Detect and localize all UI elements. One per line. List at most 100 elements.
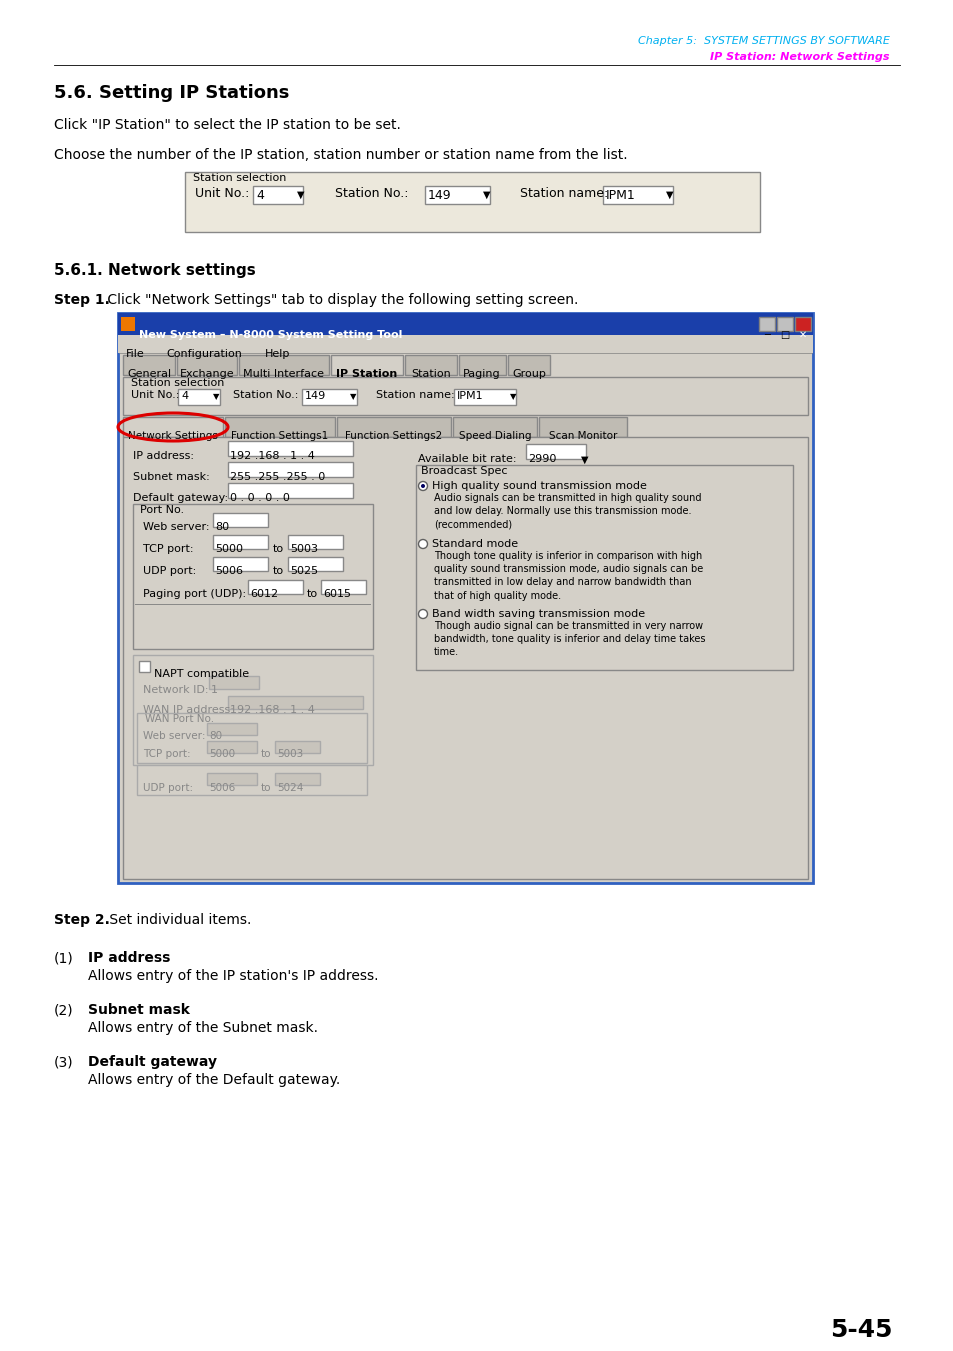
Text: 5.6.1. Network settings: 5.6.1. Network settings [54,263,255,278]
FancyBboxPatch shape [274,773,319,785]
Text: Though audio signal can be transmitted in very narrow
bandwidth, tone quality is: Though audio signal can be transmitted i… [434,621,705,658]
Text: Web server:: Web server: [143,521,210,532]
Text: (2): (2) [54,1002,73,1017]
FancyBboxPatch shape [458,355,505,376]
FancyBboxPatch shape [123,417,223,436]
FancyBboxPatch shape [213,513,268,527]
FancyBboxPatch shape [507,355,550,376]
FancyBboxPatch shape [132,655,373,765]
Text: Port No.: Port No. [140,505,184,515]
FancyBboxPatch shape [239,355,329,376]
Text: Configuration: Configuration [166,349,242,359]
FancyBboxPatch shape [336,417,451,436]
FancyBboxPatch shape [177,355,236,376]
Text: Chapter 5:  SYSTEM SETTINGS BY SOFTWARE: Chapter 5: SYSTEM SETTINGS BY SOFTWARE [638,36,889,46]
FancyBboxPatch shape [228,440,353,457]
FancyBboxPatch shape [405,355,456,376]
Text: Default gateway: Default gateway [88,1055,216,1069]
FancyBboxPatch shape [118,313,812,884]
FancyBboxPatch shape [123,377,807,415]
FancyBboxPatch shape [207,773,256,785]
Text: 149: 149 [305,390,326,401]
Text: 149: 149 [428,189,451,203]
FancyBboxPatch shape [123,355,174,376]
Text: (3): (3) [54,1055,73,1069]
Text: Network Settings: Network Settings [128,431,217,440]
Text: 80: 80 [214,521,229,532]
Text: 4: 4 [181,390,188,401]
Text: 5-45: 5-45 [830,1319,892,1342]
FancyBboxPatch shape [794,317,810,331]
FancyBboxPatch shape [139,661,150,671]
Text: Web server:: Web server: [143,731,205,740]
Text: High quality sound transmission mode: High quality sound transmission mode [432,481,646,490]
Text: IP address:: IP address: [132,451,193,461]
Text: 5006: 5006 [214,566,243,576]
Text: Step 1.: Step 1. [54,293,110,307]
Text: to: to [273,544,284,554]
Text: Station No.:: Station No.: [335,186,408,200]
Text: Scan Monitor: Scan Monitor [548,431,617,440]
Text: Paging: Paging [463,369,500,380]
Ellipse shape [420,484,424,488]
Text: Station selection: Station selection [193,173,286,182]
Text: TCP port:: TCP port: [143,544,193,554]
Text: 1: 1 [211,685,218,694]
Text: 0 . 0 . 0 . 0: 0 . 0 . 0 . 0 [230,493,290,503]
Text: 192 .168 . 1 . 4: 192 .168 . 1 . 4 [230,451,314,461]
Text: ▼: ▼ [482,190,490,200]
Text: Station name:: Station name: [519,186,608,200]
FancyBboxPatch shape [320,580,366,594]
Text: Allows entry of the Subnet mask.: Allows entry of the Subnet mask. [88,1021,317,1035]
Text: Station name:: Station name: [375,390,455,400]
FancyBboxPatch shape [416,465,792,670]
FancyBboxPatch shape [248,580,303,594]
Text: Function Settings1: Function Settings1 [232,431,328,440]
Text: IP address: IP address [88,951,171,965]
FancyBboxPatch shape [331,355,402,376]
Text: Function Settings2: Function Settings2 [345,431,442,440]
Text: 6015: 6015 [323,589,351,598]
Text: Click "Network Settings" tab to display the following setting screen.: Click "Network Settings" tab to display … [103,293,578,307]
Text: 5.6. Setting IP Stations: 5.6. Setting IP Stations [54,84,289,101]
Text: Speed Dialing: Speed Dialing [458,431,531,440]
Text: ▼: ▼ [350,392,356,401]
Text: 5006: 5006 [209,784,235,793]
Text: IPM1: IPM1 [605,189,635,203]
FancyBboxPatch shape [759,317,774,331]
Text: Step 2.: Step 2. [54,913,110,927]
Text: Station selection: Station selection [131,378,224,388]
Text: Choose the number of the IP station, station number or station name from the lis: Choose the number of the IP station, sta… [54,149,627,162]
Text: ▼: ▼ [580,455,588,465]
FancyBboxPatch shape [213,557,268,571]
FancyBboxPatch shape [207,723,256,735]
Text: 255 .255 .255 . 0: 255 .255 .255 . 0 [230,471,325,482]
Text: UDP port:: UDP port: [143,784,193,793]
Text: Available bit rate:: Available bit rate: [417,454,516,463]
Text: ▼: ▼ [665,190,673,200]
FancyBboxPatch shape [288,557,343,571]
Text: □: □ [780,330,789,340]
FancyBboxPatch shape [454,389,516,405]
Text: Exchange: Exchange [179,369,234,380]
Text: to: to [273,566,284,576]
FancyBboxPatch shape [424,186,490,204]
Ellipse shape [418,539,427,549]
Text: 5000: 5000 [214,544,243,554]
Text: Though tone quality is inferior in comparison with high
quality sound transmissi: Though tone quality is inferior in compa… [434,551,702,601]
Text: General: General [127,369,171,380]
FancyBboxPatch shape [118,313,812,335]
FancyBboxPatch shape [178,389,220,405]
FancyBboxPatch shape [228,484,353,499]
FancyBboxPatch shape [288,535,343,549]
Text: Unit No.:: Unit No.: [194,186,249,200]
FancyBboxPatch shape [123,436,807,880]
Text: Set individual items.: Set individual items. [105,913,251,927]
Text: 5025: 5025 [290,566,317,576]
FancyBboxPatch shape [121,317,135,331]
Text: Allows entry of the IP station's IP address.: Allows entry of the IP station's IP addr… [88,969,378,984]
Text: 5003: 5003 [290,544,317,554]
FancyBboxPatch shape [538,417,626,436]
Text: File: File [126,349,145,359]
Text: to: to [261,748,272,759]
